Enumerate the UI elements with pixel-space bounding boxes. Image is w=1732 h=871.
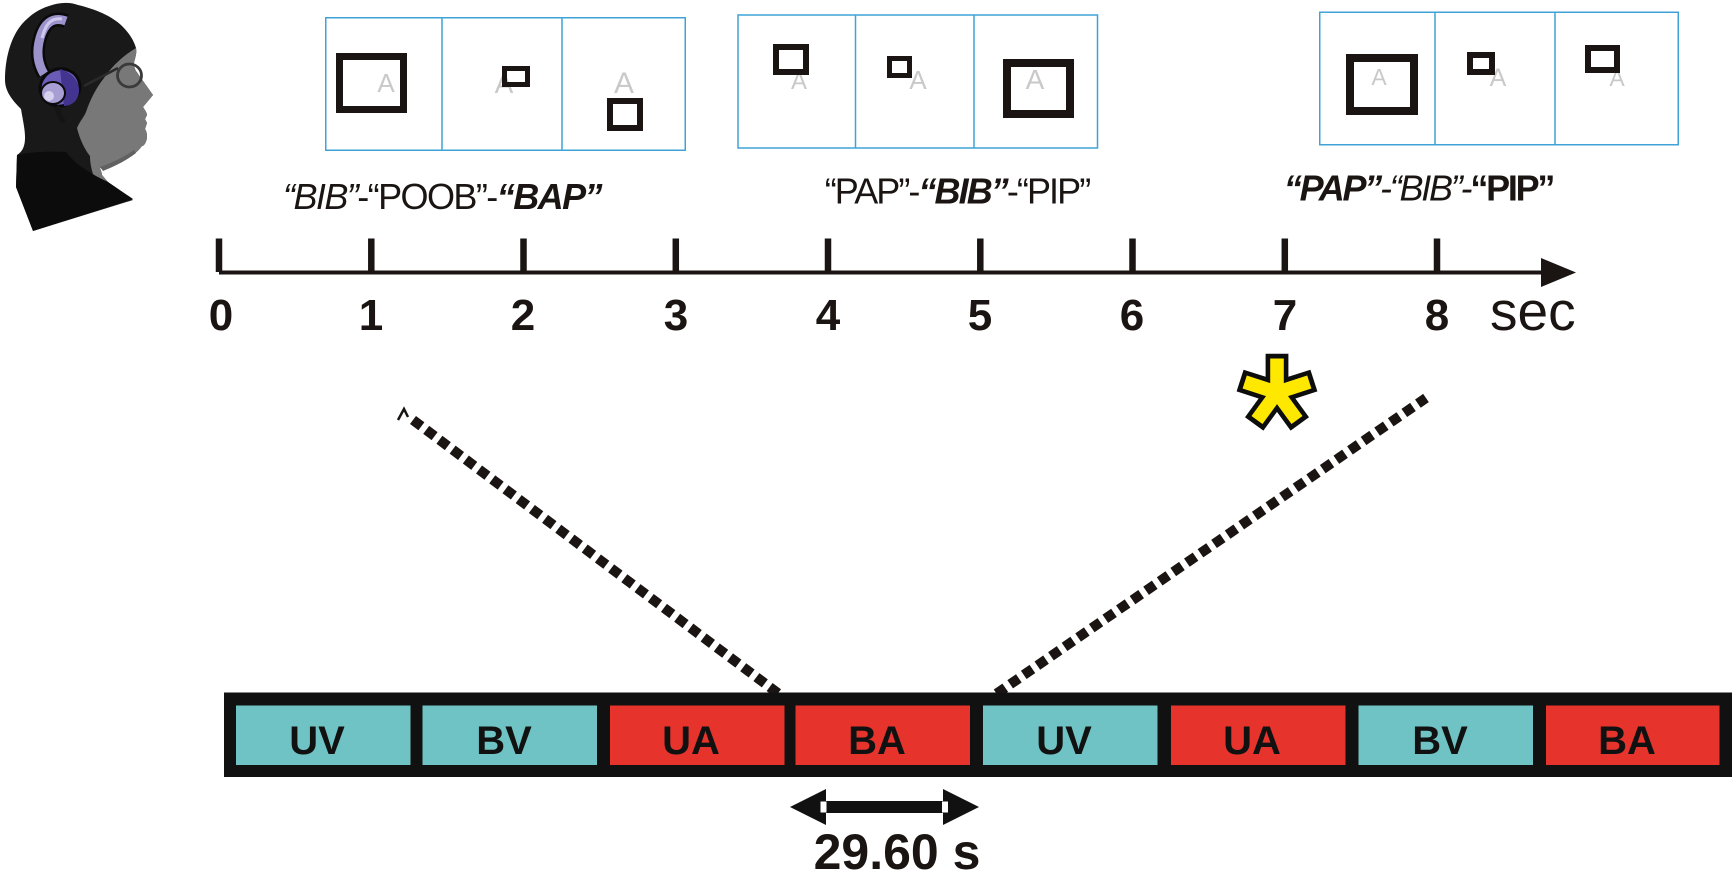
- svg-text:1: 1: [359, 291, 383, 340]
- svg-text:5: 5: [968, 291, 992, 340]
- svg-text:4: 4: [816, 291, 841, 340]
- svg-text:A: A: [1026, 64, 1045, 95]
- svg-text:“PAP”-“BIB”-“PIP”: “PAP”-“BIB”-“PIP”: [825, 171, 1090, 212]
- svg-text:BV: BV: [1412, 719, 1468, 763]
- svg-text:“BIB”-“POOB”-“BAP”: “BIB”-“POOB”-“BAP”: [283, 176, 602, 217]
- svg-text:sec: sec: [1490, 280, 1576, 342]
- svg-text:BA: BA: [1598, 719, 1656, 763]
- svg-text:3: 3: [664, 291, 688, 340]
- svg-text:8: 8: [1425, 291, 1449, 340]
- svg-text:2: 2: [511, 291, 535, 340]
- svg-text:UA: UA: [662, 719, 720, 763]
- svg-text:BA: BA: [848, 719, 906, 763]
- svg-text:6: 6: [1120, 291, 1144, 340]
- svg-text:A: A: [614, 67, 634, 100]
- svg-text:UA: UA: [1223, 719, 1281, 763]
- svg-text:29.60 s: 29.60 s: [814, 824, 981, 871]
- svg-text:BV: BV: [476, 719, 532, 763]
- svg-text:A: A: [1371, 64, 1387, 90]
- svg-text:“PAP”-“BIB”-“PIP”: “PAP”-“BIB”-“PIP”: [1284, 168, 1554, 209]
- svg-text:UV: UV: [289, 719, 345, 763]
- svg-text:0: 0: [209, 291, 233, 340]
- svg-text:UV: UV: [1036, 719, 1092, 763]
- svg-text:7: 7: [1273, 291, 1297, 340]
- svg-text:A: A: [909, 65, 927, 95]
- svg-text:A: A: [377, 68, 395, 98]
